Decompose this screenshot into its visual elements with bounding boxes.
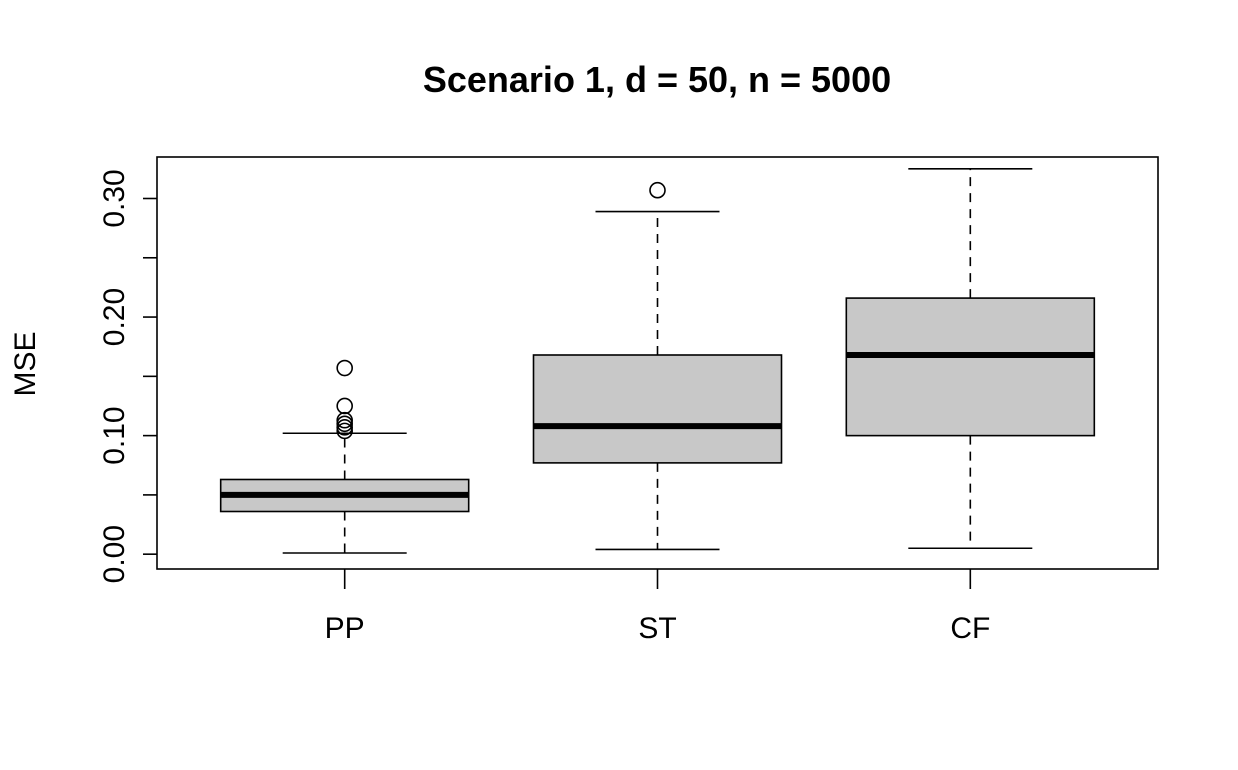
outlier-point xyxy=(336,359,353,377)
outlier-point xyxy=(336,419,353,436)
iqr-box xyxy=(845,297,1096,437)
y-axis-label: MSE xyxy=(9,331,42,396)
x-tick-label: ST xyxy=(638,612,676,645)
box-st xyxy=(532,181,783,551)
iqr-box xyxy=(532,354,783,464)
box-cf xyxy=(845,168,1096,550)
y-axis: 0.00 0.10 0.20 0.30 xyxy=(98,169,157,583)
chart-title: Scenario 1, d = 50, n = 5000 xyxy=(423,59,891,100)
y-tick-label: 0.10 xyxy=(98,406,131,464)
outlier-point xyxy=(336,415,353,433)
box-pp xyxy=(219,359,470,554)
outlier-point xyxy=(336,411,353,429)
y-tick-label: 0.20 xyxy=(98,288,131,346)
x-axis: PP ST CF xyxy=(325,569,990,645)
outlier-point xyxy=(336,397,353,415)
x-tick-label: CF xyxy=(950,612,990,645)
x-tick-label: PP xyxy=(325,612,365,645)
outlier-point xyxy=(649,181,666,199)
y-tick-label: 0.30 xyxy=(98,169,131,227)
plot-area: 0.00 0.10 0.20 0.30 PP ST CF xyxy=(98,156,1159,645)
outlier-point xyxy=(336,422,353,440)
y-tick-label: 0.00 xyxy=(98,525,131,583)
